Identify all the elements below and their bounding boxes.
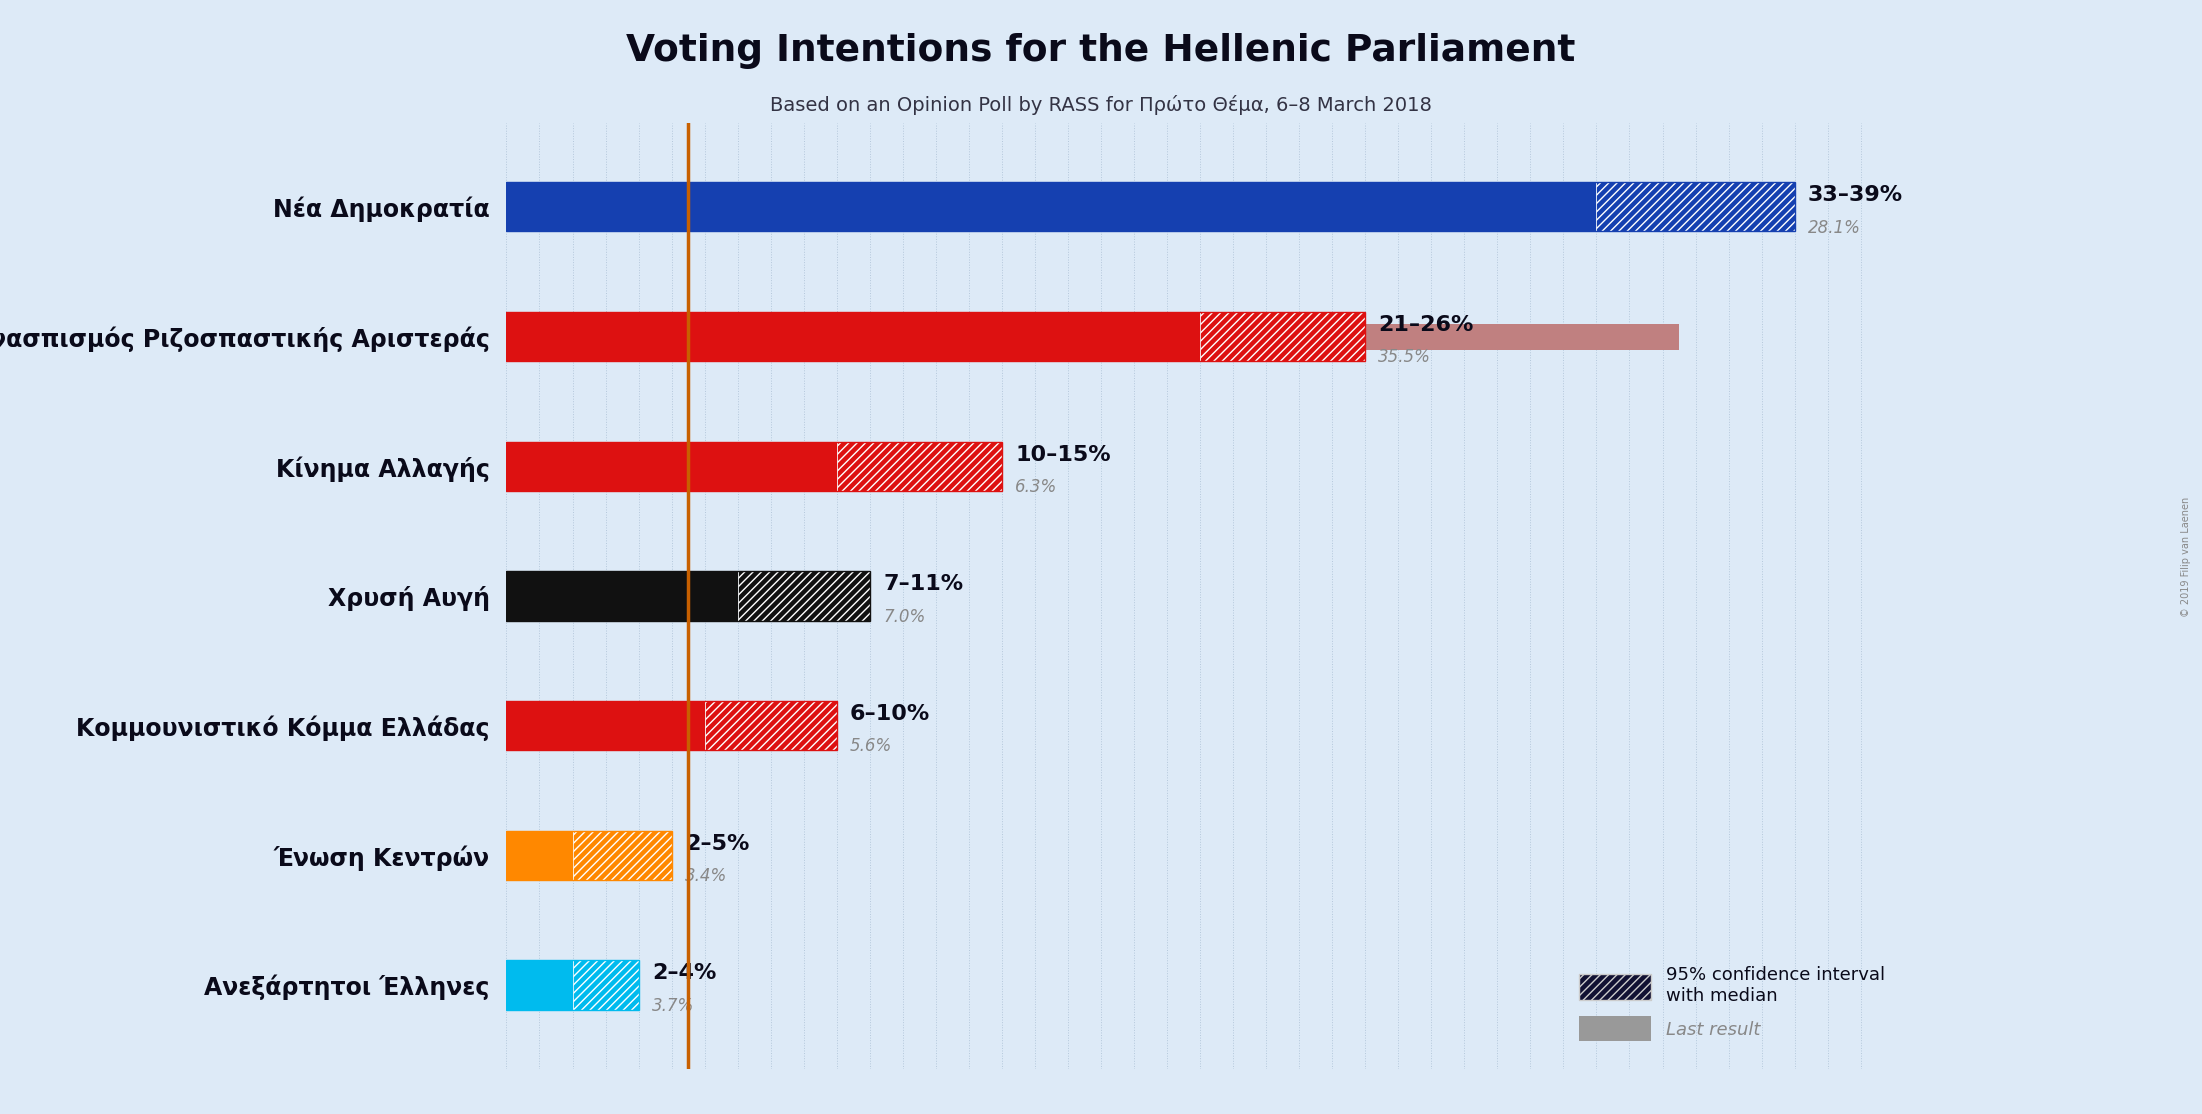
Bar bbox=[506, 583, 738, 609]
Text: 7–11%: 7–11% bbox=[883, 575, 962, 594]
Bar bbox=[573, 960, 639, 1009]
Bar bbox=[506, 183, 1795, 232]
Bar bbox=[506, 441, 1002, 491]
Bar bbox=[506, 973, 630, 998]
Legend: 95% confidence interval
with median, Last result: 95% confidence interval with median, Las… bbox=[1579, 966, 1885, 1042]
Bar bbox=[506, 453, 713, 479]
Text: © 2019 Filip van Laenen: © 2019 Filip van Laenen bbox=[2180, 497, 2191, 617]
Text: 21–26%: 21–26% bbox=[1378, 315, 1473, 335]
Text: 5.6%: 5.6% bbox=[850, 737, 892, 755]
Bar bbox=[506, 831, 672, 880]
Bar bbox=[837, 441, 1002, 491]
Bar bbox=[573, 831, 672, 880]
Text: 2–5%: 2–5% bbox=[685, 833, 749, 853]
Bar bbox=[506, 960, 573, 1009]
Bar bbox=[506, 713, 691, 739]
Bar bbox=[506, 831, 573, 880]
Bar bbox=[506, 701, 837, 751]
Bar bbox=[1596, 183, 1795, 232]
Bar bbox=[506, 183, 1596, 232]
Text: Based on an Opinion Poll by RASS for Πρώτο Θέμα, 6–8 March 2018: Based on an Opinion Poll by RASS for Πρώ… bbox=[771, 95, 1431, 115]
Bar bbox=[1200, 312, 1365, 361]
Text: 3.4%: 3.4% bbox=[685, 867, 727, 886]
Text: 35.5%: 35.5% bbox=[1378, 349, 1431, 367]
Bar bbox=[506, 960, 639, 1009]
Text: Voting Intentions for the Hellenic Parliament: Voting Intentions for the Hellenic Parli… bbox=[625, 33, 1577, 69]
Bar bbox=[506, 323, 1680, 350]
Bar bbox=[506, 312, 1200, 361]
Bar bbox=[705, 701, 837, 751]
Bar bbox=[506, 701, 705, 751]
Bar bbox=[506, 571, 738, 620]
Text: 3.7%: 3.7% bbox=[652, 997, 694, 1015]
Text: 10–15%: 10–15% bbox=[1015, 444, 1110, 465]
Text: 6.3%: 6.3% bbox=[1015, 478, 1057, 496]
Bar bbox=[506, 194, 1436, 219]
Bar bbox=[506, 441, 837, 491]
Text: 33–39%: 33–39% bbox=[1808, 185, 1903, 205]
Text: 7.0%: 7.0% bbox=[883, 608, 925, 626]
Bar bbox=[506, 312, 1365, 361]
Text: 6–10%: 6–10% bbox=[850, 704, 929, 724]
Bar bbox=[506, 571, 870, 620]
Text: 2–4%: 2–4% bbox=[652, 964, 716, 984]
Bar bbox=[738, 571, 870, 620]
Bar bbox=[506, 842, 619, 869]
Text: 28.1%: 28.1% bbox=[1808, 218, 1861, 236]
